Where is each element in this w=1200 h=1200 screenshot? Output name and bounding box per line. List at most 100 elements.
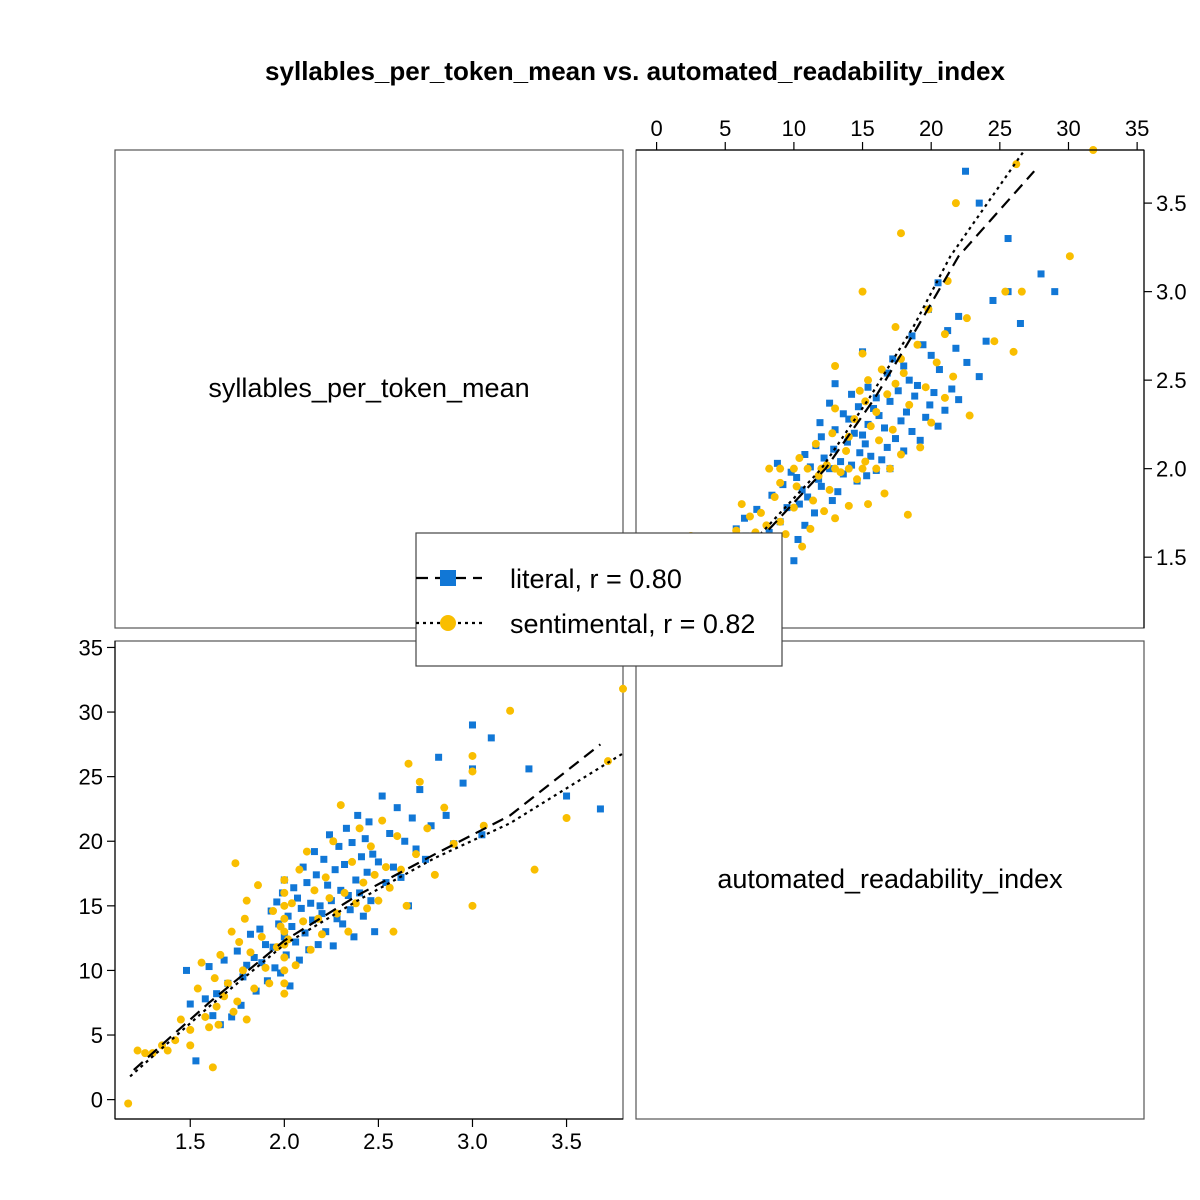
point-literal-bottom bbox=[220, 956, 228, 964]
point-sentimental-bottom bbox=[176, 1015, 185, 1024]
point-sentimental-bottom bbox=[220, 992, 229, 1001]
point-literal-top bbox=[826, 465, 834, 473]
point-sentimental-top bbox=[792, 482, 801, 491]
point-sentimental-top bbox=[949, 372, 958, 381]
point-sentimental-bottom bbox=[317, 930, 326, 939]
axis-bottom-tick-label: 3.0 bbox=[457, 1129, 488, 1154]
point-sentimental-bottom bbox=[340, 888, 349, 897]
point-literal-top bbox=[864, 383, 872, 391]
point-literal-bottom bbox=[378, 792, 386, 800]
point-sentimental-bottom bbox=[396, 865, 405, 874]
point-literal-top bbox=[902, 408, 910, 416]
point-literal-bottom bbox=[209, 1012, 217, 1020]
point-literal-bottom bbox=[237, 1001, 245, 1009]
point-sentimental-bottom bbox=[310, 886, 319, 895]
point-sentimental-top bbox=[831, 464, 840, 473]
point-literal-bottom bbox=[228, 1013, 236, 1021]
point-sentimental-top bbox=[880, 489, 889, 498]
point-literal-bottom bbox=[284, 912, 292, 920]
point-literal-bottom bbox=[314, 941, 322, 949]
point-sentimental-bottom bbox=[242, 896, 251, 905]
axis-top-tick-label: 20 bbox=[919, 116, 943, 141]
point-literal-top bbox=[854, 403, 862, 411]
point-sentimental-bottom bbox=[412, 850, 421, 859]
point-sentimental-bottom bbox=[321, 873, 330, 882]
point-literal-bottom bbox=[182, 966, 190, 974]
point-literal-top bbox=[883, 369, 891, 377]
point-sentimental-top bbox=[844, 464, 853, 473]
point-sentimental-top bbox=[765, 464, 774, 473]
point-sentimental-bottom bbox=[506, 706, 515, 715]
point-sentimental-bottom bbox=[280, 876, 289, 884]
point-literal-bottom bbox=[239, 973, 247, 981]
point-sentimental-bottom bbox=[366, 842, 375, 851]
point-literal-top bbox=[934, 422, 942, 430]
point-sentimental-top bbox=[872, 464, 881, 473]
point-sentimental-top bbox=[798, 542, 807, 551]
point-literal-top bbox=[881, 424, 889, 432]
point-literal-top bbox=[817, 433, 825, 441]
trend-line-literal-bottom bbox=[133, 743, 602, 1071]
point-sentimental-top bbox=[990, 337, 999, 346]
legend-label-literal: literal, r = 0.80 bbox=[510, 564, 682, 594]
point-sentimental-bottom bbox=[246, 948, 255, 957]
point-sentimental-bottom bbox=[141, 1049, 150, 1058]
point-literal-bottom bbox=[487, 734, 495, 742]
point-literal-top bbox=[848, 461, 856, 469]
axis-left-tick-label: 15 bbox=[79, 894, 103, 919]
point-sentimental-top bbox=[965, 411, 974, 420]
point-literal-bottom bbox=[335, 842, 343, 850]
point-literal-bottom bbox=[348, 839, 356, 847]
point-sentimental-bottom bbox=[210, 974, 219, 983]
point-sentimental-bottom bbox=[348, 857, 357, 866]
axis-left-tick-label: 5 bbox=[91, 1023, 103, 1048]
point-sentimental-bottom bbox=[336, 801, 345, 810]
point-literal-top bbox=[801, 521, 809, 529]
point-literal-top bbox=[1004, 235, 1012, 243]
point-literal-bottom bbox=[286, 982, 294, 990]
point-sentimental-bottom bbox=[329, 837, 338, 846]
point-literal-bottom bbox=[294, 894, 302, 902]
point-literal-top bbox=[913, 381, 921, 389]
point-sentimental-bottom bbox=[280, 901, 289, 910]
point-literal-bottom bbox=[324, 881, 332, 889]
point-sentimental-bottom bbox=[242, 1015, 251, 1024]
point-sentimental-bottom bbox=[295, 865, 304, 874]
point-literal-bottom bbox=[346, 906, 354, 914]
point-literal-top bbox=[870, 404, 878, 412]
point-sentimental-top bbox=[770, 492, 779, 501]
point-literal-top bbox=[982, 337, 990, 345]
point-literal-bottom bbox=[341, 860, 349, 868]
point-sentimental-bottom bbox=[280, 888, 289, 897]
point-literal-top bbox=[900, 362, 908, 370]
point-sentimental-bottom bbox=[261, 963, 270, 972]
point-literal-bottom bbox=[299, 863, 307, 871]
point-sentimental-bottom bbox=[378, 816, 387, 825]
axis-left-tick-label: 35 bbox=[79, 635, 103, 660]
point-literal-top bbox=[1051, 288, 1059, 296]
point-literal-top bbox=[875, 412, 883, 420]
axis-bottom-tick-label: 1.5 bbox=[175, 1129, 206, 1154]
point-sentimental-bottom bbox=[171, 1036, 180, 1045]
point-literal-bottom bbox=[290, 884, 298, 892]
point-sentimental-top bbox=[795, 454, 804, 463]
point-sentimental-top bbox=[776, 517, 785, 526]
point-literal-top bbox=[801, 451, 809, 459]
point-literal-bottom bbox=[401, 837, 409, 845]
point-literal-top bbox=[837, 458, 845, 466]
point-sentimental-bottom bbox=[257, 932, 266, 941]
point-literal-bottom bbox=[333, 915, 341, 923]
point-literal-top bbox=[740, 514, 748, 522]
point-literal-top bbox=[883, 443, 891, 451]
point-sentimental-top bbox=[811, 439, 820, 448]
point-sentimental-top bbox=[756, 508, 765, 517]
point-sentimental-top bbox=[883, 390, 892, 399]
point-literal-top bbox=[930, 389, 938, 397]
point-literal-top bbox=[845, 415, 853, 423]
point-literal-top bbox=[859, 431, 867, 439]
axis-left-tick-label: 25 bbox=[79, 765, 103, 790]
diagonal-panel-bottom-right bbox=[635, 640, 1145, 1120]
point-sentimental-top bbox=[896, 450, 905, 459]
point-literal-bottom bbox=[408, 814, 416, 822]
point-literal-bottom bbox=[312, 871, 320, 879]
